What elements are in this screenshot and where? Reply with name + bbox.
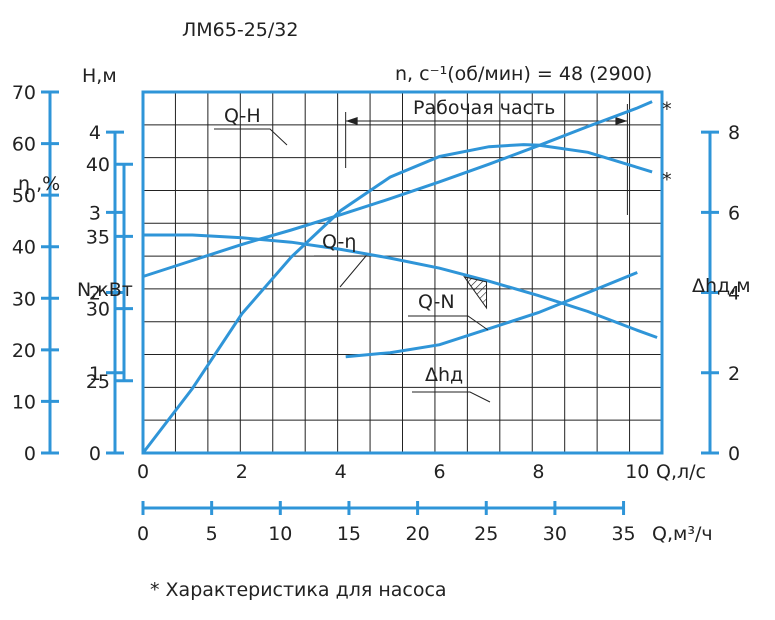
axis-eta-tick-label: 40 [12,237,36,259]
axis-H-label: Н,м [82,65,117,87]
x2-tick-label: 25 [474,523,498,545]
x-tick-label: 10 [625,461,649,483]
axis-eta-tick-label: 60 [12,134,36,156]
axis-N-tick-label: 0 [89,443,101,465]
x2-tick-label: 15 [337,523,361,545]
axis-dh-tick-label: 6 [728,202,740,224]
x2-tick-label: 35 [611,523,635,545]
series-label-leader [314,255,368,288]
axis-eta-tick-label: 0 [24,443,36,465]
x-tick-label: 0 [137,461,149,483]
plot-frame [141,90,664,455]
x2-axis-label: Q,м³/ч [652,523,713,545]
axis-dh-tick-label: 4 [728,283,740,305]
speed-label: n, с⁻¹(об/мин) = 48 (2900) [395,63,652,85]
axis-N-label: N,кВт [77,279,133,301]
axis-eta-tick-label: 10 [12,391,36,413]
footnote: * Характеристика для насоса [150,579,447,601]
work-zone-arrow-left [345,117,358,125]
axis-H-tick-label: 30 [86,299,110,321]
chart-title: ЛМ65-25/32 [182,19,298,41]
axis-N-tick-label: 1 [89,363,101,385]
series-line-qh [143,233,658,339]
axis-H-tick-label: 40 [86,154,110,176]
x-tick-label: 6 [434,461,446,483]
axis-H-tick-label: 25 [86,371,110,393]
series-label-leader [412,391,491,403]
axis-dh-label: Δhд,м [692,275,751,297]
x2-tick-label: 30 [543,523,567,545]
work-zone-label: Рабочая часть [413,97,555,119]
series-label-leader [214,128,288,146]
axis-eta-label: η ,% [18,173,60,195]
x2-tick-label: 0 [137,523,149,545]
axis-eta-tick-label: 30 [12,288,36,310]
x2-tick-label: 5 [206,523,218,545]
axis-H-tick-label: 35 [86,226,110,248]
axis-dh-tick-label: 8 [728,122,740,144]
series-label: Q-η [322,231,356,253]
axis-dh-tick-label: 2 [728,363,740,385]
work-zone-arrow-right [615,117,628,125]
series-line-qn [142,100,653,278]
series-line-q [141,143,653,454]
asterisk-marker-n: * [662,99,672,121]
axis-eta-tick-label: 70 [12,82,36,104]
axis-N-tick-label: 2 [89,283,101,305]
series-label: Q-N [418,291,455,313]
axis-N-tick-label: 3 [89,202,101,224]
axis-eta-tick-label: 50 [12,185,36,207]
x-axis-label: Q,л/с [656,461,706,483]
series-label-leader [408,315,489,331]
series-line-h [345,271,638,359]
series-label: Δhд [425,364,463,386]
x-tick-label: 4 [335,461,347,483]
axis-eta-tick-label: 20 [12,340,36,362]
x2-tick-label: 10 [268,523,292,545]
asterisk-marker-eta: * [662,169,672,191]
x-tick-label: 2 [236,461,248,483]
x-tick-label: 8 [532,461,544,483]
axis-N-tick-label: 4 [89,122,101,144]
series-label: Q-H [224,105,261,127]
axis-dh-tick-label: 0 [728,443,740,465]
x2-tick-label: 20 [406,523,430,545]
npsh-hatch-area [463,276,488,310]
